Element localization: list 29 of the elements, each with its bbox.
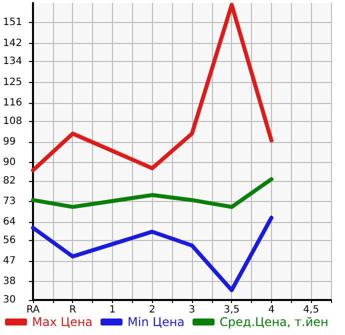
y-tick-label: 47 [3,256,16,267]
y-tick-label: 90 [3,157,16,168]
y-tick-label: 134 [3,56,22,68]
y-tick-label: 30 [3,294,16,306]
legend-label: Сред.Цена, т.йен [220,315,328,329]
line-series [31,216,274,292]
y-tick-label: 82 [3,175,16,186]
legend-label: Min Цена [128,315,185,329]
x-tick-label: 1 [109,304,116,316]
x-tick-label: 3,5 [224,304,240,316]
x-tick-label: R [69,304,76,316]
y-tick-label: 99 [3,136,16,148]
line-series [31,2,274,172]
y-tick-label: 116 [3,97,22,108]
y-tick-label: 108 [3,116,22,127]
y-tick-label: 38 [3,276,16,288]
y-tick-label: 73 [3,196,16,207]
x-tick-label: RA [26,304,40,316]
y-tick-label: 142 [3,38,22,49]
y-tick-label: 64 [3,216,16,228]
x-tick-label: 2 [149,304,156,316]
y-tick-label: 151 [3,17,22,28]
y-tick-label: 125 [3,76,22,88]
x-tick-label: 4,5 [303,304,320,316]
x-tick-label: 3 [188,304,196,316]
y-tick-label: 56 [3,234,16,246]
line-series [31,177,274,209]
legend-label: Max Цена [32,315,93,329]
x-tick-label: 4 [268,304,275,316]
